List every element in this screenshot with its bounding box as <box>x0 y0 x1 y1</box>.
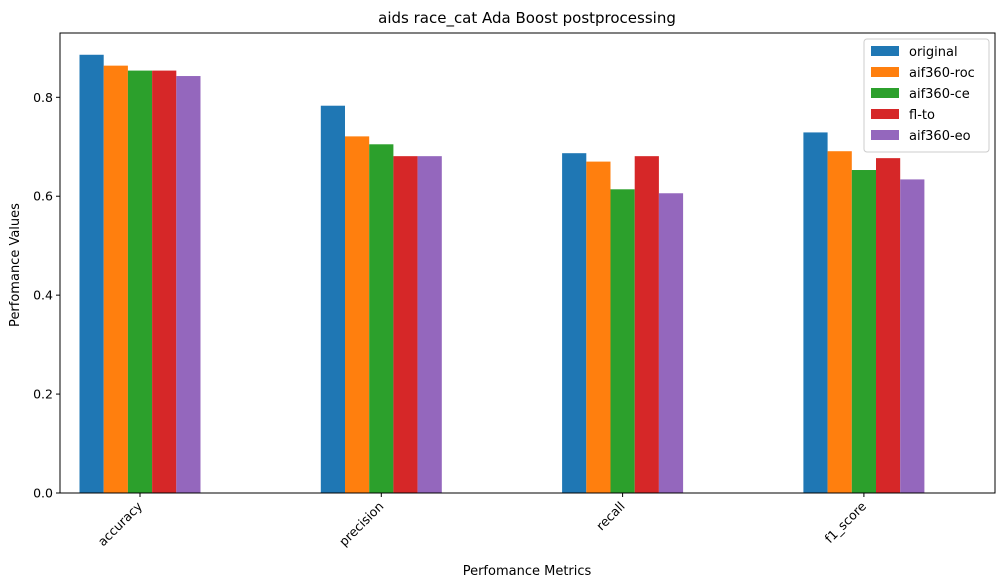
bar-aif360-eo-recall <box>658 193 684 494</box>
bar-aif360-ce-precision <box>369 144 394 493</box>
legend-swatch-original <box>871 46 899 56</box>
legend-label-aif360-roc: aif360-roc <box>909 66 975 81</box>
bars-layer <box>79 54 925 494</box>
bar-aif360-ce-recall <box>610 189 635 493</box>
bar-aif360-roc-accuracy <box>103 65 128 493</box>
legend-label-aif360-eo: aif360-eo <box>909 129 971 144</box>
bar-aif360-eo-f1_score <box>900 179 925 493</box>
x-tick-label-accuracy: accuracy <box>95 498 146 549</box>
bar-original-f1_score <box>803 132 828 493</box>
legend-label-fl-to: fl-to <box>909 108 935 123</box>
y-tick-label: 0.2 <box>33 387 53 402</box>
y-tick-label: 0.0 <box>33 486 53 501</box>
bar-original-precision <box>320 105 345 493</box>
y-tick-label: 0.6 <box>33 189 53 204</box>
bar-fl-to-recall <box>634 156 659 493</box>
x-tick-label-recall: recall <box>593 499 628 534</box>
bar-original-recall <box>562 153 587 493</box>
y-tick-label: 0.4 <box>33 288 53 303</box>
y-tick-label: 0.8 <box>33 90 53 105</box>
bar-aif360-roc-f1_score <box>827 151 852 493</box>
bar-aif360-roc-precision <box>345 136 370 493</box>
legend-label-original: original <box>909 45 958 60</box>
bar-aif360-eo-precision <box>417 156 442 493</box>
bar-aif360-eo-accuracy <box>176 76 201 493</box>
bar-aif360-roc-recall <box>586 161 611 493</box>
y-axis-label: Perfomance Values <box>8 203 23 327</box>
x-tick-label-f1_score: f1_score <box>822 498 870 546</box>
bar-aif360-ce-f1_score <box>851 170 876 494</box>
bar-fl-to-accuracy <box>152 70 177 493</box>
legend-label-aif360-ce: aif360-ce <box>909 87 970 102</box>
legend-swatch-aif360-ce <box>871 88 899 98</box>
legend-swatch-aif360-roc <box>871 67 899 77</box>
legend-swatch-aif360-eo <box>871 130 899 140</box>
bar-fl-to-precision <box>393 156 418 493</box>
x-axis-label: Perfomance Metrics <box>463 564 592 579</box>
x-tick-label-precision: precision <box>336 499 386 549</box>
legend: original aif360-roc aif360-ce fl-to aif360-e… <box>863 38 990 153</box>
bar-fl-to-f1_score <box>876 158 901 494</box>
legend-swatch-fl-to <box>871 109 899 119</box>
bar-original-accuracy <box>79 54 104 494</box>
plot-frame <box>59 32 996 494</box>
bar-aif360-ce-accuracy <box>127 70 153 493</box>
chart-title: aids race_cat Ada Boost postprocessing <box>378 9 676 28</box>
